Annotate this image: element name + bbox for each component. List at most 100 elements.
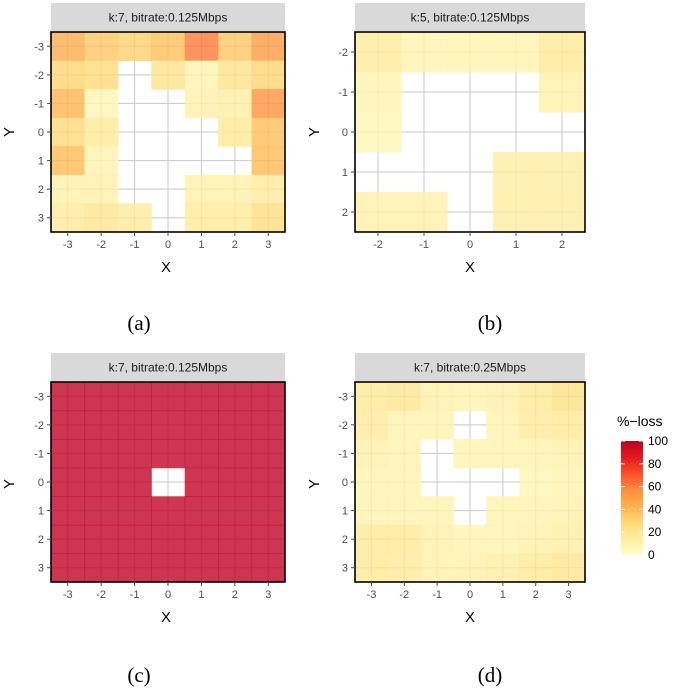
x-tick-label: -1 xyxy=(130,589,140,601)
y-tick-label: 3 xyxy=(342,563,348,575)
heatmap-cell xyxy=(51,496,85,526)
panel-caption: (c) xyxy=(127,663,150,687)
heatmap-cell xyxy=(84,467,119,497)
heatmap-cell xyxy=(218,467,253,497)
heatmap-cell xyxy=(184,467,219,497)
heatmap-cell xyxy=(401,192,448,233)
heatmap-cell xyxy=(218,89,253,119)
heatmap-cell xyxy=(519,553,553,583)
heatmap-cell xyxy=(251,439,286,469)
heatmap-cell xyxy=(453,439,487,469)
heatmap-cell xyxy=(117,467,152,497)
heatmap-cell xyxy=(84,496,119,526)
heatmap-cell xyxy=(151,439,186,469)
heatmap-cell xyxy=(51,203,85,233)
heatmap-cell xyxy=(117,410,152,440)
heatmap-cell xyxy=(251,410,286,440)
heatmap-cell xyxy=(151,496,186,526)
heatmap-cell xyxy=(486,382,520,412)
x-tick-label: 1 xyxy=(198,239,204,251)
heatmap-cell xyxy=(251,524,286,554)
heatmap-cell xyxy=(151,553,186,583)
y-tick-label: -2 xyxy=(34,420,44,432)
heatmap-cell xyxy=(453,524,487,554)
heatmap-cell xyxy=(420,524,455,554)
x-tick-label: 2 xyxy=(533,589,539,601)
heatmap-cell xyxy=(552,467,586,497)
y-tick-label: -3 xyxy=(34,41,44,53)
heatmap-cell xyxy=(519,439,553,469)
heatmap-cell xyxy=(552,524,586,554)
legend-tick-label: 100 xyxy=(648,434,668,448)
y-tick-label: 3 xyxy=(38,213,44,225)
y-tick-label: 2 xyxy=(342,534,348,546)
heatmap-cell xyxy=(486,439,520,469)
heatmap-cell xyxy=(355,553,389,583)
heatmap-cell xyxy=(218,553,253,583)
heatmap-cell xyxy=(184,203,219,233)
heatmap-cell xyxy=(218,524,253,554)
heatmap-cell xyxy=(355,382,389,412)
x-tick-label: 3 xyxy=(265,589,271,601)
x-axis-title: X xyxy=(161,609,171,626)
y-tick-label: -2 xyxy=(338,420,348,432)
heatmap-cell xyxy=(539,32,586,73)
heatmap-cell xyxy=(51,439,85,469)
x-tick-label: -2 xyxy=(96,239,106,251)
heatmap-cell xyxy=(355,32,402,73)
heatmap-cell xyxy=(151,524,186,554)
x-tick-label: 1 xyxy=(198,589,204,601)
facet-strip xyxy=(355,353,585,381)
heatmap-cell xyxy=(151,32,186,62)
y-tick-label: 3 xyxy=(38,563,44,575)
x-tick-label: 1 xyxy=(513,239,519,251)
heatmap-cell xyxy=(251,382,286,412)
panel-title: k:7, bitrate:0.125Mbps xyxy=(109,361,228,375)
heatmap-cell xyxy=(218,203,253,233)
x-tick-label: -1 xyxy=(130,239,140,251)
legend-tick-label: 80 xyxy=(648,457,662,471)
heatmap-cell xyxy=(117,553,152,583)
y-tick-label: 2 xyxy=(342,207,348,219)
x-tick-label: 3 xyxy=(566,589,572,601)
heatmap-cell xyxy=(51,382,85,412)
y-tick-label: -3 xyxy=(338,391,348,403)
heatmap-cell xyxy=(552,382,586,412)
heatmap-cell xyxy=(51,410,85,440)
panel-title: k:5, bitrate:0.125Mbps xyxy=(411,11,530,25)
heatmap-cell xyxy=(218,382,253,412)
y-tick-label: 2 xyxy=(38,534,44,546)
x-tick-label: 0 xyxy=(165,239,171,251)
heatmap-cell xyxy=(355,112,402,153)
heatmap-cell xyxy=(184,60,219,90)
heatmap-cell xyxy=(184,32,219,62)
heatmap-cell xyxy=(486,496,520,526)
heatmap-panel-b: k:5, bitrate:0.125Mbps -2 -1 0 1 2 -2 -1 0 1 2 X Y (b… xyxy=(306,3,586,335)
heatmap-cell xyxy=(218,174,253,204)
heatmap-cell xyxy=(184,496,219,526)
heatmap-cell xyxy=(387,553,422,583)
heatmap-cell xyxy=(387,524,422,554)
y-axis-title: Y xyxy=(1,479,18,489)
x-tick-label: -3 xyxy=(63,589,73,601)
y-axis-title: Y xyxy=(306,127,323,137)
heatmap-cell xyxy=(486,410,520,440)
heatmap-cell xyxy=(355,410,389,440)
heatmap-cell xyxy=(493,152,540,193)
heatmap-cell xyxy=(84,146,119,176)
y-tick-label: 0 xyxy=(38,477,44,489)
legend-title: %−loss xyxy=(617,413,663,429)
heatmap-cell xyxy=(84,524,119,554)
facet-strip xyxy=(51,353,285,381)
heatmap-cell xyxy=(519,410,553,440)
heatmap-cell xyxy=(387,382,422,412)
loss-legend: %−loss 100 80 60 40 20 0 xyxy=(617,413,668,562)
facet-strip xyxy=(51,3,285,31)
x-tick-label: 0 xyxy=(467,239,473,251)
heatmap-cell xyxy=(51,89,85,119)
heatmap-cell xyxy=(552,410,586,440)
heatmap-cell xyxy=(493,192,540,233)
heatmap-cell xyxy=(251,32,286,62)
heatmap-panel-c: k:7, bitrate:0.125Mbps -3 -2 -1 0 1 2 3 -3 -2 -1 0 1… xyxy=(1,353,286,687)
